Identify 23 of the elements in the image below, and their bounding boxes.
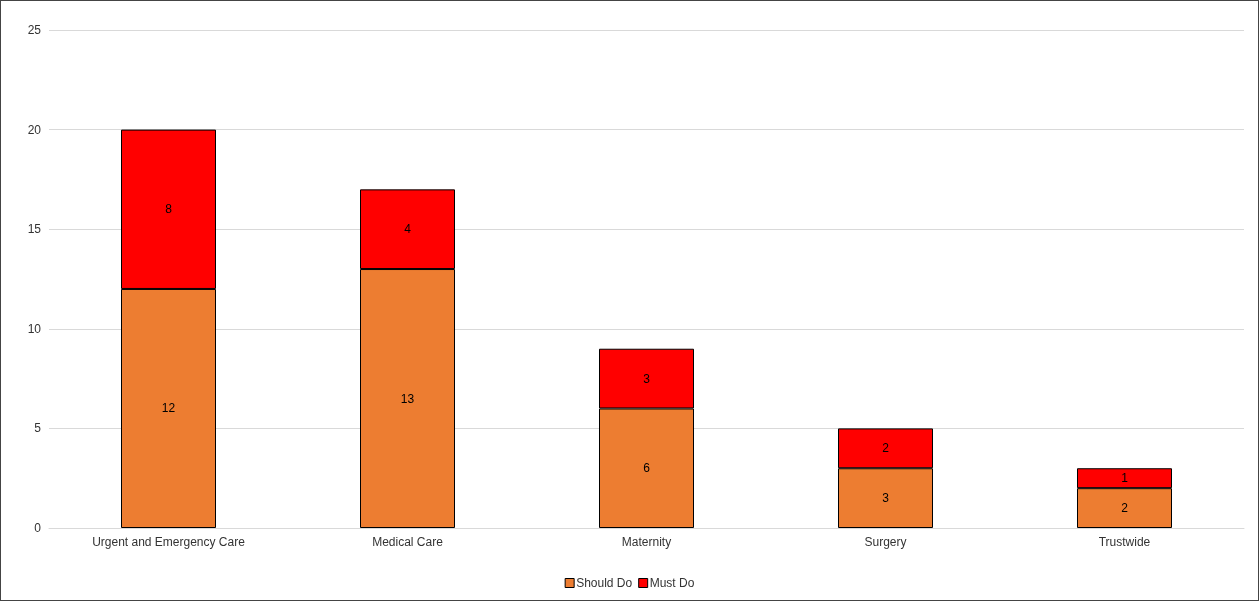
legend-label: Should Do bbox=[576, 576, 633, 590]
data-label: 3 bbox=[643, 371, 651, 386]
data-label: 2 bbox=[882, 441, 890, 456]
data-label: 13 bbox=[400, 391, 415, 406]
x-tick-label: Trustwide bbox=[1098, 535, 1151, 549]
data-label: 4 bbox=[404, 222, 412, 237]
x-tick-label: Urgent and Emergency Care bbox=[92, 535, 246, 549]
x-tick-label: Medical Care bbox=[372, 535, 444, 549]
x-tick-label: Surgery bbox=[864, 535, 907, 549]
y-tick-label: 10 bbox=[27, 321, 42, 336]
y-tick-label: 5 bbox=[34, 421, 42, 436]
y-tick-label: 25 bbox=[27, 23, 42, 37]
data-label: 3 bbox=[882, 491, 890, 506]
x-tick-label: Maternity bbox=[621, 535, 672, 549]
legend-label: Must Do bbox=[649, 576, 695, 590]
data-label: 6 bbox=[643, 461, 651, 476]
data-label: 8 bbox=[165, 202, 173, 217]
data-label: 12 bbox=[161, 401, 176, 416]
data-label: 2 bbox=[1121, 501, 1129, 516]
y-tick-label: 0 bbox=[34, 521, 42, 535]
y-tick-label: 20 bbox=[27, 122, 42, 137]
y-tick-label: 15 bbox=[27, 222, 42, 237]
data-label: 1 bbox=[1121, 471, 1129, 486]
